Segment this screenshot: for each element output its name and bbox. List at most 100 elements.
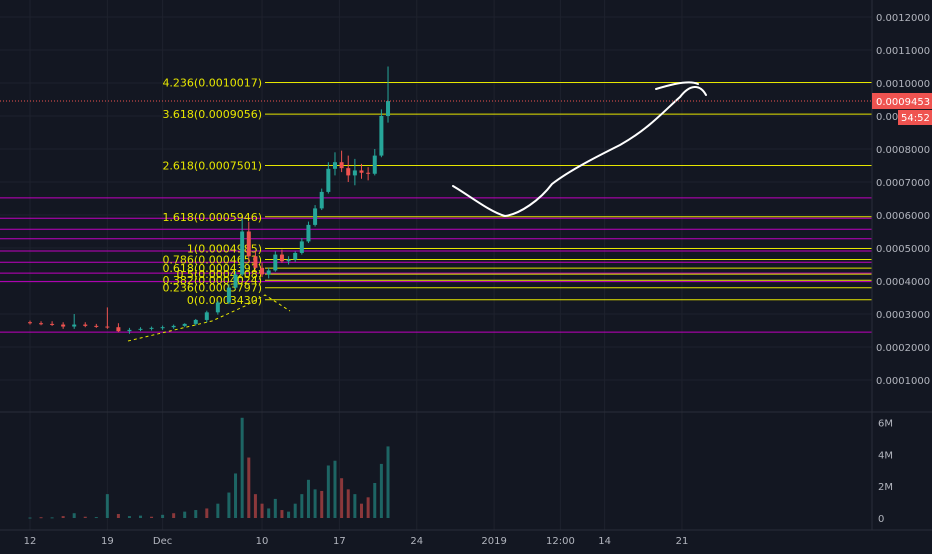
- price-tick-label: 0.0012000: [876, 13, 930, 24]
- candle-body: [61, 324, 66, 327]
- fib-level-label: 2.618(0.0007501): [162, 159, 262, 172]
- candle-body: [72, 324, 77, 327]
- candlesticks: [28, 66, 391, 334]
- candle: [326, 162, 331, 194]
- candle: [138, 327, 143, 332]
- candle-body: [299, 241, 304, 253]
- volume-bar: [306, 479, 310, 518]
- candle: [306, 221, 311, 244]
- time-tick-label: 2019: [481, 536, 506, 547]
- candle-body: [386, 101, 391, 116]
- candle-body: [293, 252, 298, 260]
- fib-level-label: 4.236(0.0010017): [162, 76, 262, 89]
- candle: [372, 149, 377, 176]
- volume-bar: [139, 515, 142, 518]
- candle: [193, 318, 198, 326]
- candle: [83, 322, 88, 328]
- fib-level-label: 3.618(0.0009056): [162, 108, 262, 121]
- candle-body: [204, 312, 209, 320]
- volume-bar: [333, 460, 337, 518]
- candle-body: [339, 162, 344, 169]
- candle: [39, 321, 44, 326]
- candle: [253, 251, 258, 270]
- time-axis[interactable]: 12 19 Dec 10 17 24 2019 12:00 14 21: [24, 536, 689, 547]
- volume-bar: [194, 510, 198, 518]
- volume-bars: [28, 417, 390, 519]
- candle-body: [83, 324, 88, 326]
- candle: [50, 321, 55, 326]
- volume-tick-label: 0: [878, 514, 884, 525]
- time-tick-label: 21: [676, 536, 689, 547]
- time-tick-label: 19: [101, 536, 114, 547]
- volume-bar: [386, 446, 390, 518]
- candle: [366, 167, 371, 181]
- candle-body: [138, 328, 143, 330]
- candle: [319, 188, 324, 211]
- candle: [339, 150, 344, 173]
- candle-body: [253, 256, 258, 268]
- volume-bar: [373, 483, 377, 518]
- volume-bar: [353, 494, 357, 518]
- price-tick-label: 0.0003000: [876, 310, 930, 321]
- trend-dashed-line: [127, 294, 291, 342]
- candle-body: [260, 267, 265, 275]
- price-tick-label: 0.0002000: [876, 343, 930, 354]
- candle: [182, 323, 187, 328]
- candle: [352, 158, 357, 186]
- price-tick-label: 0.0011000: [876, 46, 930, 57]
- volume-bar: [346, 489, 350, 518]
- volume-bar: [127, 516, 131, 518]
- volume-tick-label: 4M: [878, 450, 893, 461]
- candle-body: [160, 327, 165, 329]
- candle: [299, 238, 304, 255]
- candle-body: [215, 302, 220, 313]
- current-price-label: 0.0009453: [876, 97, 930, 108]
- time-tick-label: Dec: [153, 536, 172, 547]
- volume-tick-label: 2M: [878, 482, 893, 493]
- candle: [149, 326, 154, 331]
- volume-bar: [267, 508, 271, 518]
- volume-bar: [360, 503, 363, 518]
- volume-bar: [379, 463, 383, 518]
- current-price-badge: 0.0009453: [872, 93, 932, 109]
- candle: [246, 221, 251, 262]
- volume-bar: [172, 513, 176, 518]
- volume-bar: [94, 517, 98, 519]
- price-tick-label: 0.0010000: [876, 79, 930, 90]
- candle: [94, 323, 99, 328]
- fib-extension-levels: 4.236(0.0010017) 3.618(0.0009056) 2.618(0.…: [162, 76, 872, 307]
- candle-body: [127, 329, 132, 332]
- candle: [273, 251, 278, 272]
- candle-body: [233, 274, 238, 288]
- candle: [240, 218, 245, 277]
- volume-bar: [205, 508, 209, 518]
- candle-body: [116, 327, 121, 332]
- volume-bar: [340, 478, 344, 518]
- candle: [127, 327, 132, 334]
- volume-bar: [116, 514, 120, 518]
- volume-bar: [83, 516, 87, 518]
- candle-body: [193, 319, 198, 324]
- projection-drawing: [452, 81, 707, 218]
- volume-bar: [28, 517, 32, 519]
- time-tick-label: 17: [333, 536, 346, 547]
- volume-bar: [253, 494, 257, 518]
- volume-tick-label: 6M: [878, 419, 893, 430]
- candle-body: [286, 259, 291, 262]
- volume-bar: [161, 514, 165, 518]
- price-tick-label: 0.0006000: [876, 211, 930, 222]
- candle-body: [379, 116, 384, 156]
- candle-body: [105, 326, 110, 328]
- candle: [346, 155, 351, 182]
- candle-body: [266, 270, 271, 275]
- candle: [386, 66, 391, 123]
- volume-bar: [150, 516, 154, 518]
- volume-bar: [313, 489, 317, 518]
- volume-bar: [273, 498, 277, 518]
- grid: [0, 0, 872, 530]
- candle-body: [182, 323, 187, 326]
- volume-axis[interactable]: 6M 4M 2M 0: [878, 419, 893, 525]
